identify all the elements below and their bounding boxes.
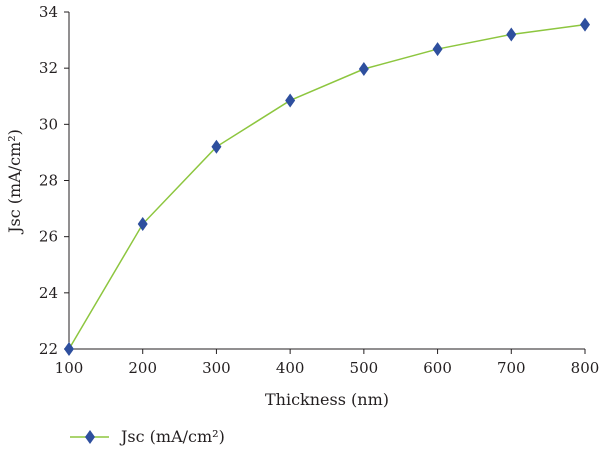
y-tick-label: 26 [39, 228, 58, 246]
data-point-marker [64, 342, 74, 356]
y-ticks: 22 24 26 28 30 32 34 [39, 3, 69, 358]
data-point-marker [285, 93, 296, 108]
y-tick-label: 28 [39, 172, 58, 190]
x-tick-label: 300 [202, 359, 231, 377]
data-point-marker [137, 217, 148, 232]
series-line [68, 23, 586, 350]
x-tick-label: 800 [571, 359, 600, 377]
legend-label: Jsc (mA/cm²) [119, 427, 225, 446]
x-tick-label: 700 [497, 359, 526, 377]
x-tick-label: 400 [276, 359, 305, 377]
y-tick-label: 24 [39, 284, 58, 302]
y-tick-label: 34 [39, 3, 58, 21]
x-tick-label: 100 [55, 359, 84, 377]
data-point-marker [211, 139, 222, 154]
data-point-marker [432, 42, 443, 57]
data-point-marker [580, 17, 590, 32]
x-tick-label: 600 [423, 359, 452, 377]
y-tick-label: 30 [39, 115, 58, 133]
x-tick-label: 500 [350, 359, 379, 377]
legend: Jsc (mA/cm²) [70, 427, 225, 446]
legend-marker [85, 430, 95, 444]
x-axis-title: Thickness (nm) [265, 390, 389, 409]
data-point-marker [358, 62, 369, 77]
x-ticks: 100 200 300 400 500 600 700 800 [55, 349, 600, 377]
data-point-marker [506, 27, 517, 42]
y-tick-label: 32 [39, 59, 58, 77]
x-tick-label: 200 [128, 359, 157, 377]
plot-area [64, 17, 590, 356]
y-tick-label: 22 [39, 340, 58, 358]
axes [68, 12, 585, 350]
y-axis-title: Jsc (mA/cm²) [5, 129, 24, 235]
